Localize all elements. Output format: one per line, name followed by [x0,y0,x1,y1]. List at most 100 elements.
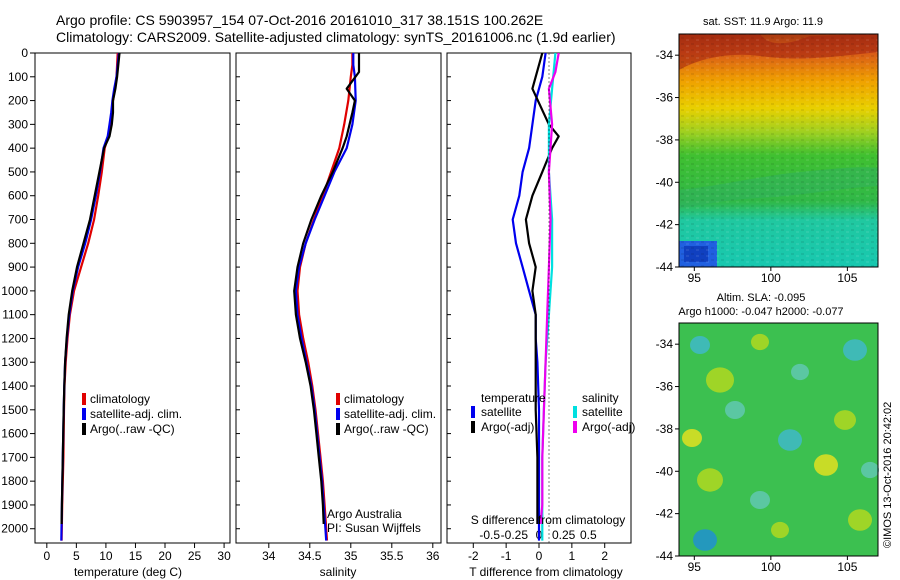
depth-tick-label: 600 [8,189,28,203]
depth-tick-label: 100 [8,70,28,84]
sst-texture [679,34,878,267]
sla-anomaly-blobs [682,333,879,551]
map-y-tick-label: -42 [656,218,674,232]
depth-axis: 0 100 200 300 400 500 600 700 800 900 1000 1100 1200… [1,46,451,536]
sla-map-axes: 95 100 105 -34 -36 -38 -40 -42 -44 [656,337,858,574]
x-tick-label: 0 [43,549,50,563]
principal-investigator: PI: Susan Wijffels [327,521,421,535]
map-x-tick-label: 95 [688,560,702,574]
sst-map [678,33,879,268]
salinity-panel-frame [235,52,442,544]
x-tick-label: 35 [344,549,358,563]
x-tick-label: 2 [601,549,608,563]
map-y-tick-label: -34 [656,48,674,62]
x-tick-label: 5 [73,549,80,563]
sla-blob [861,461,879,479]
depth-tick-label: 1400 [1,379,28,393]
legend-temperature-title: temperature [481,391,546,405]
map-y-tick-label: -40 [656,464,674,478]
x-tick-label: 20 [158,549,172,563]
s-tick-label: -0.5 [479,528,500,542]
x-tick-label: 34 [262,549,276,563]
depth-tick-label: 1000 [1,284,28,298]
legend-t-argo: Argo(-adj) [481,420,534,434]
temperature-profiles [60,53,121,541]
sla-blob [693,529,717,551]
depth-tick-label: 1500 [1,403,28,417]
temperature-legend: climatology satellite-adj. clim. Argo(..… [82,392,182,436]
map-y-tick-label: -44 [656,260,674,274]
legend-satellite: satellite-adj. clim. [344,407,436,421]
map-y-tick-label: -36 [656,380,674,394]
temperature-panel-frame [34,52,231,544]
x-tick-label: 15 [129,549,143,563]
map-y-tick-label: -38 [656,422,674,436]
profile-line-argo-raw-qc- [293,53,361,525]
sla-blob [834,410,856,430]
depth-tick-label: 1700 [1,450,28,464]
legend-t-satellite: satellite [481,405,522,419]
sla-map-title: Altim. SLA: -0.095 [717,292,806,304]
legend-climatology: climatology [344,392,404,406]
depth-tick-label: 0 [21,46,28,60]
depth-tick-label: 800 [8,236,28,250]
x-tick-label: 35.5 [380,549,404,563]
depth-tick-label: 900 [8,260,28,274]
profile-title: Argo profile: CS 5903957_154 07-Oct-2016… [56,12,544,28]
sla-blob [706,367,734,393]
map-x-tick-label: 105 [837,271,857,285]
depth-tick-label: 1100 [2,308,28,322]
depth-tick-label: 500 [8,165,28,179]
legend-swatch-t-argo [471,421,475,433]
legend-climatology: climatology [90,392,150,406]
imos-watermark: ©IMOS 13-Oct-2016 20:42:02 [882,402,894,548]
sst-map-axes: 95 100 105 -34 -36 -38 -40 -42 -44 [656,48,858,285]
depth-tick-label: 200 [8,94,28,108]
difference-profiles [511,53,560,541]
legend-s-argo: Argo(-adj) [582,420,635,434]
sla-blob [697,468,723,492]
sla-blob [791,363,809,381]
depth-tick-label: 300 [8,117,28,131]
x-tick-label: 1 [569,549,576,563]
salinity-xlabel: salinity [320,565,357,579]
depth-tick-label: 700 [8,213,28,227]
depth-tick-label: 1200 [1,331,28,345]
sla-blob [725,401,745,419]
sla-blob [814,454,838,476]
legend-swatch-argo [336,423,340,435]
map-x-tick-label: 95 [688,271,702,285]
profile-line-temperature-satellite [511,53,547,541]
difference-xlabel: T difference from climatology [469,565,623,579]
legend-swatch-satellite [336,408,340,420]
sla-blob [690,336,710,354]
legend-argo: Argo(..raw -QC) [344,422,429,436]
sst-map-title: sat. SST: 11.9 Argo: 11.9 [703,16,823,28]
legend-swatch-t-satellite [471,406,475,418]
depth-tick-label: 1600 [1,427,28,441]
x-tick-label: 30 [217,549,231,563]
s-difference-label: S difference from climatology [471,513,626,527]
map-x-tick-label: 100 [761,560,781,574]
sla-blob [843,339,867,361]
legend-swatch-s-argo [573,421,577,433]
legend-salinity-title: salinity [582,391,619,405]
salinity-legend: climatology satellite-adj. clim. Argo(..… [336,392,436,436]
salinity-x-axis: 34 34.5 35 35.5 36 [262,543,440,563]
sla-blob [750,491,770,509]
map-x-tick-label: 100 [761,271,781,285]
sla-blob [751,333,769,351]
legend-s-satellite: satellite [582,405,623,419]
s-tick-label: 0.25 [552,528,576,542]
x-tick-label: 25 [188,549,202,563]
sla-map-frame [678,322,879,557]
x-tick-label: 34.5 [298,549,322,563]
program-name: Argo Australia [327,507,402,521]
depth-tick-label: 1800 [1,474,28,488]
temperature-xlabel: temperature (deg C) [74,565,182,579]
depth-tick-label: 2000 [1,522,28,536]
legend-swatch-climatology [82,393,86,405]
map-y-tick-label: -36 [656,91,674,105]
legend-swatch-argo [82,423,86,435]
